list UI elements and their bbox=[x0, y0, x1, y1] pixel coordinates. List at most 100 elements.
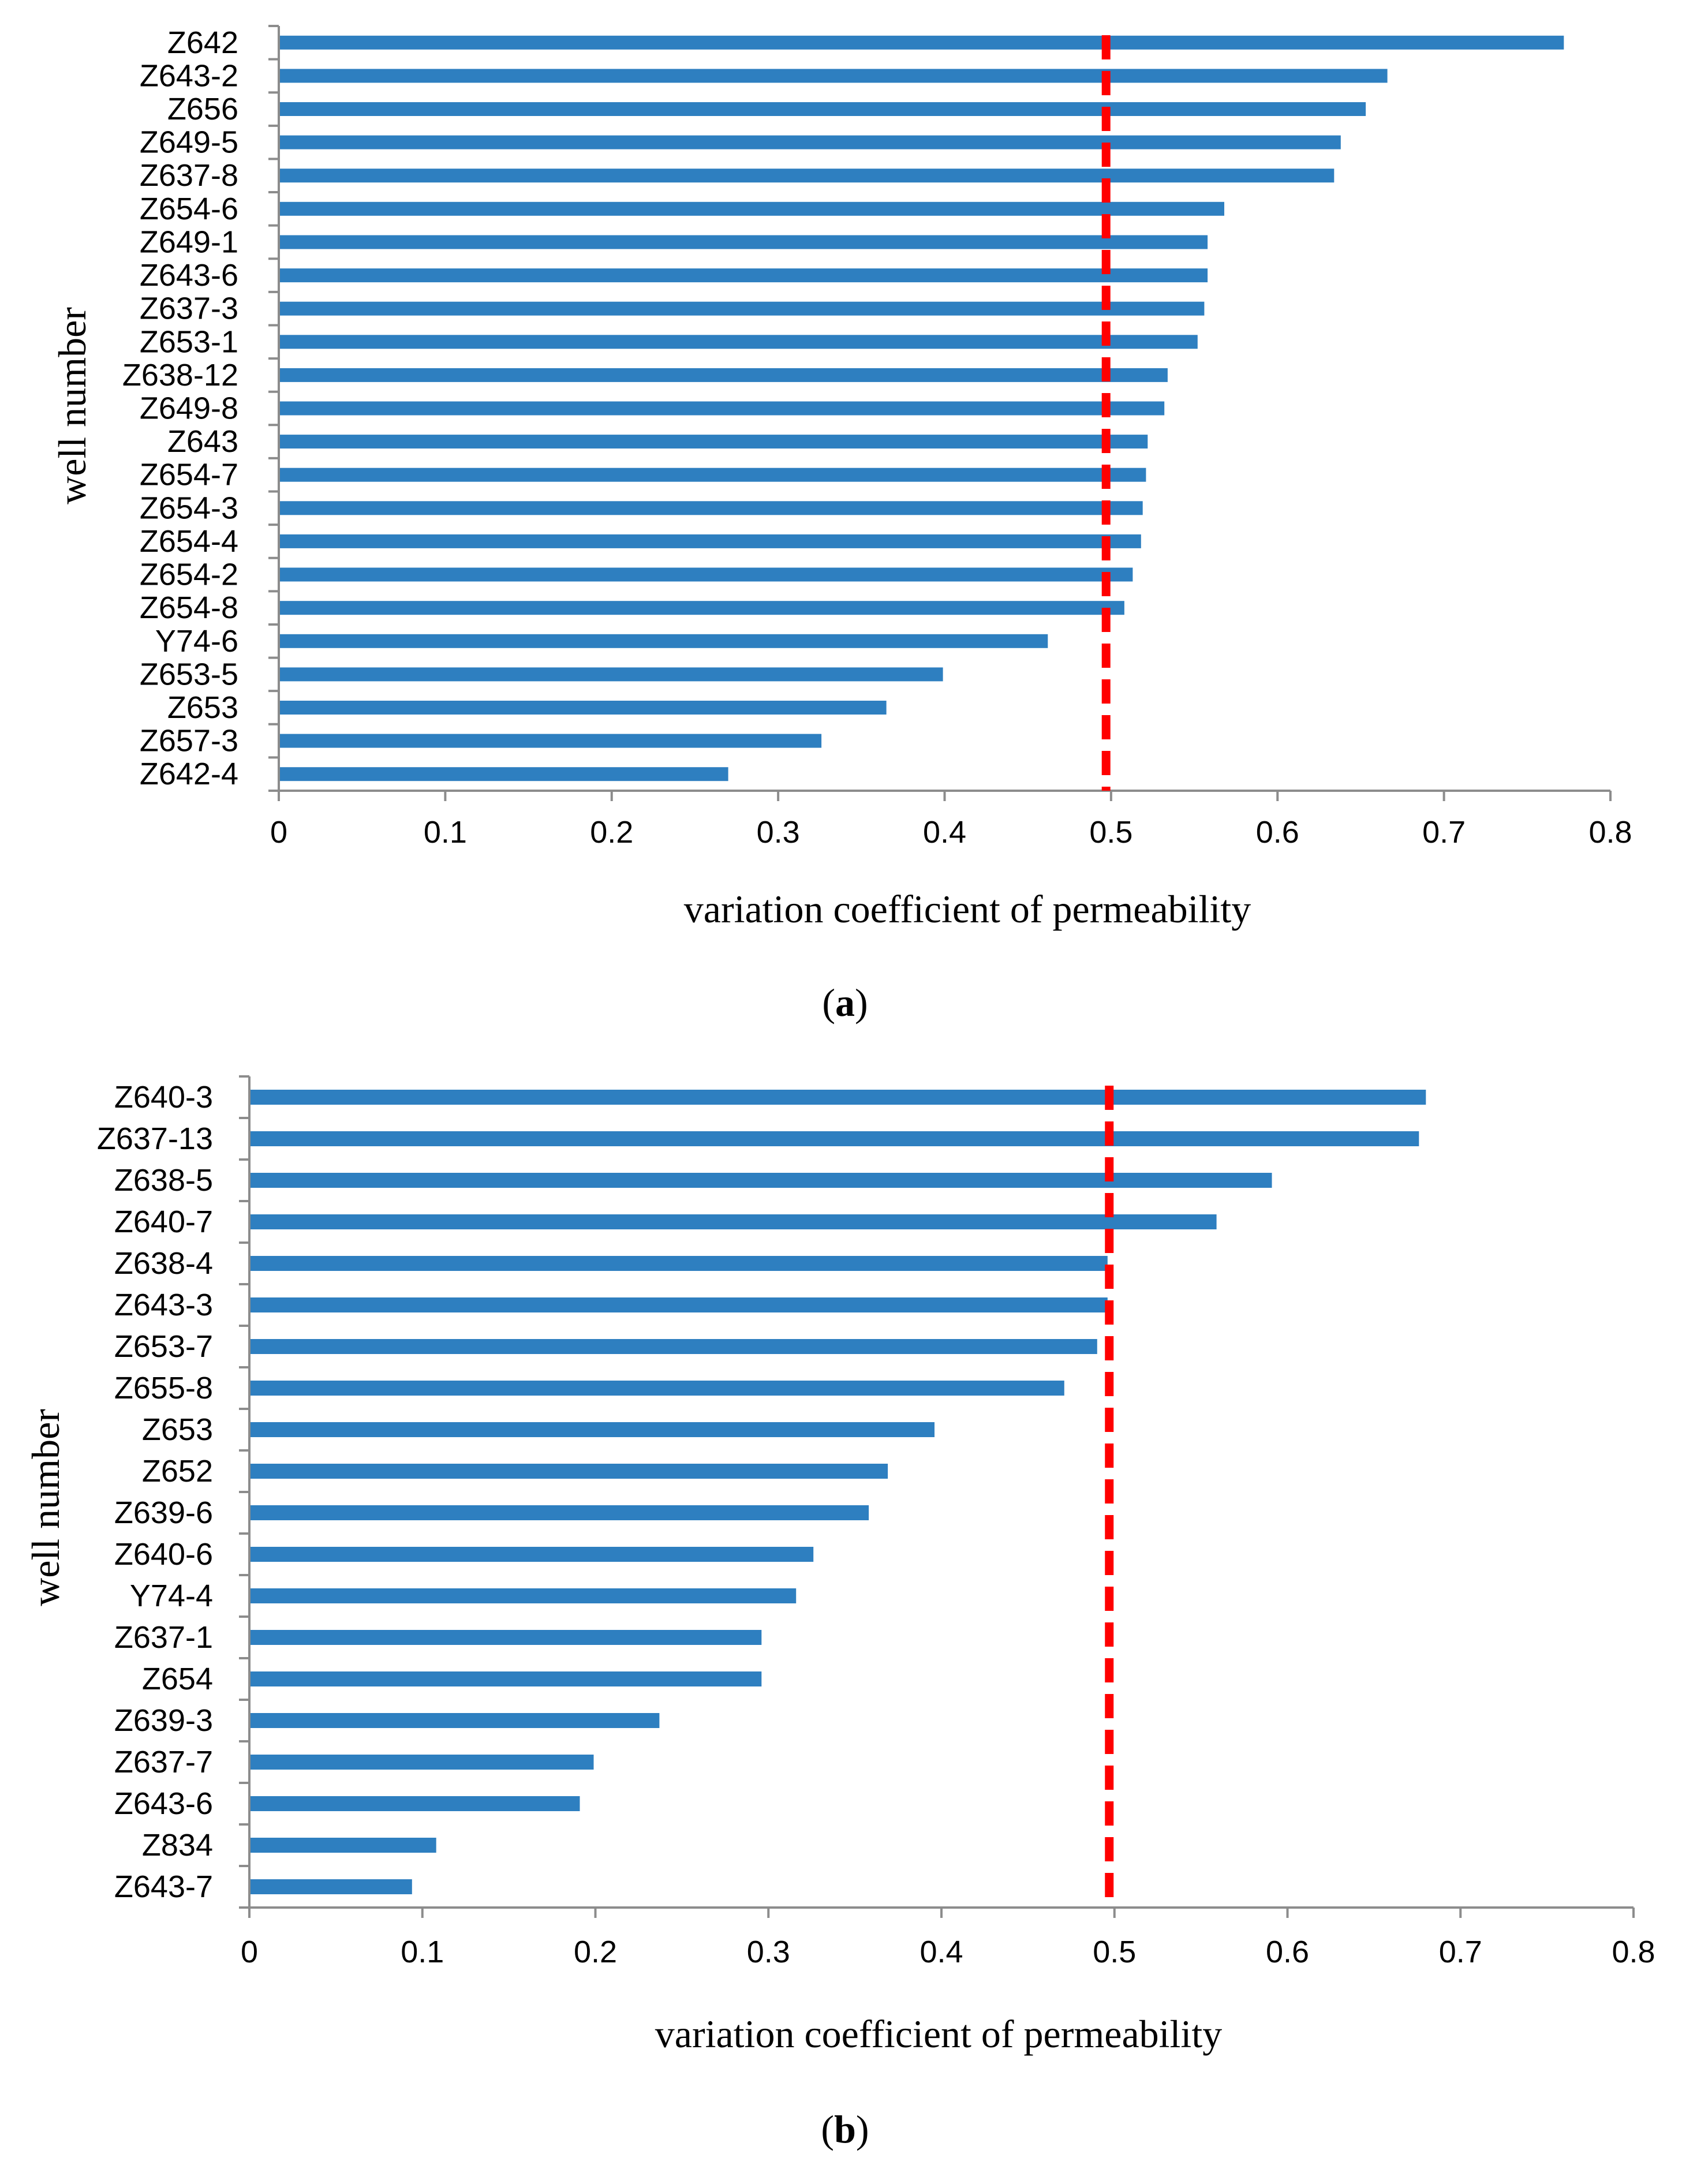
chart-a-category-label: Z643-6 bbox=[140, 258, 238, 293]
chart-b-bar bbox=[249, 1090, 1426, 1105]
chart-b-bar bbox=[249, 1214, 1217, 1229]
chart-b-bar bbox=[249, 1505, 869, 1520]
chart-b-category-label: Z637-1 bbox=[114, 1620, 213, 1655]
chart-a-y-axis-title: well number bbox=[50, 307, 94, 504]
chart-b-bar bbox=[249, 1713, 660, 1728]
chart-b-category-label: Z643-3 bbox=[114, 1288, 213, 1322]
chart-a-bar bbox=[279, 501, 1143, 515]
chart-a-bar bbox=[279, 35, 1564, 50]
chart-a-category-label: Z654-3 bbox=[140, 491, 238, 525]
chart-b-x-tick-label: 0.2 bbox=[574, 1935, 617, 1969]
chart-b-category-label: Z638-5 bbox=[114, 1163, 213, 1198]
chart-b-bar bbox=[249, 1339, 1097, 1354]
chart-b-category-label: Z640-3 bbox=[114, 1080, 213, 1115]
chart-b-x-tick-label: 0.4 bbox=[920, 1935, 963, 1969]
chart-b-x-tick-label: 0.7 bbox=[1439, 1935, 1482, 1969]
chart-b-category-label: Z637-13 bbox=[97, 1121, 213, 1156]
chart-a-x-tick-label: 0.1 bbox=[424, 815, 467, 850]
chart-a-category-label: Z642-4 bbox=[140, 757, 238, 791]
chart-b-bar bbox=[249, 1422, 935, 1437]
chart-a-category-label: Z654-7 bbox=[140, 458, 238, 492]
chart-a-category-label: Z649-8 bbox=[140, 391, 238, 426]
chart-a-x-tick-label: 0.5 bbox=[1089, 815, 1132, 850]
chart-a-bar bbox=[279, 169, 1335, 183]
chart-b-category-label: Z652 bbox=[142, 1454, 213, 1489]
chart-a-x-tick-label: 0 bbox=[270, 815, 287, 850]
chart-a-category-label: Z657-3 bbox=[140, 724, 238, 758]
chart-b-category-label: Z655-8 bbox=[114, 1371, 213, 1405]
chart-b-y-axis-title: well number bbox=[24, 1409, 68, 1606]
chart-a-category-label: Y74-6 bbox=[155, 624, 238, 659]
chart-b-bar bbox=[249, 1173, 1272, 1188]
chart-b-category-label: Z639-6 bbox=[114, 1495, 213, 1530]
chart-b-category-label: Z643-7 bbox=[114, 1869, 213, 1904]
chart-b-category-label: Z654 bbox=[142, 1662, 213, 1696]
chart-b-bar bbox=[249, 1838, 436, 1853]
chart-a-bar bbox=[279, 435, 1148, 449]
chart-b-x-tick-label: 0.3 bbox=[747, 1935, 790, 1969]
chart-a-bar bbox=[279, 69, 1388, 83]
chart-b-category-label: Y74-4 bbox=[130, 1579, 213, 1613]
chart-a-category-label: Z654-2 bbox=[140, 558, 238, 592]
chart-a-category-label: Z643-2 bbox=[140, 58, 238, 93]
chart-a-category-label: Z637-8 bbox=[140, 158, 238, 193]
chart-a-x-tick-label: 0.8 bbox=[1588, 815, 1632, 850]
chart-a-category-label: Z643 bbox=[167, 424, 238, 459]
chart-a-category-label: Z649-5 bbox=[140, 125, 238, 160]
chart-a-plot-area: Z642Z643-2Z656Z649-5Z637-8Z654-6Z649-1Z6… bbox=[122, 25, 1632, 850]
chart-a-bar bbox=[279, 767, 728, 781]
chart-a-x-axis-title: variation coefficient of permeability bbox=[684, 887, 1251, 931]
chart-a-bar bbox=[279, 468, 1146, 482]
chart-b-x-tick-label: 0.1 bbox=[401, 1935, 444, 1969]
chart-a-category-label: Z642 bbox=[167, 25, 238, 60]
chart-a-category-label: Z653-5 bbox=[140, 657, 238, 691]
chart-b-bar bbox=[249, 1588, 797, 1603]
chart-b-bar bbox=[249, 1630, 762, 1645]
chart-b-category-label: Z639-3 bbox=[114, 1703, 213, 1738]
chart-b-x-axis-title: variation coefficient of permeability bbox=[655, 2012, 1222, 2056]
chart-b-plot-area: Z640-3 Z637-13 Z638-5 Z640-7 Z638-4 Z643-3 Z65… bbox=[97, 1075, 1655, 1969]
chart-b-bar bbox=[249, 1256, 1108, 1271]
chart-b-x-tick-label: 0.6 bbox=[1266, 1935, 1309, 1969]
chart-a-bar bbox=[279, 634, 1048, 648]
chart-a-x-tick-label: 0.4 bbox=[923, 815, 966, 850]
chart-b-category-label: Z638-4 bbox=[114, 1246, 213, 1281]
chart-b-category-label: Z643-6 bbox=[114, 1786, 213, 1821]
chart-b-bar bbox=[249, 1381, 1064, 1396]
chart-b-category-label: Z653 bbox=[142, 1412, 213, 1447]
chart-b-bar bbox=[249, 1297, 1108, 1312]
chart-a-bar bbox=[279, 335, 1198, 349]
chart-a-bar bbox=[279, 701, 887, 715]
chart-a-bar bbox=[279, 534, 1141, 548]
chart-a-category-label: Z649-1 bbox=[140, 225, 238, 259]
chart-a-bar bbox=[279, 135, 1341, 149]
chart-b-category-label: Z637-7 bbox=[114, 1745, 213, 1779]
chart-b-bar bbox=[249, 1671, 762, 1686]
chart-a-category-label: Z637-3 bbox=[140, 291, 238, 326]
chart-a-category-label: Z656 bbox=[167, 92, 238, 126]
chart-a-category-label: Z654-6 bbox=[140, 192, 238, 226]
chart-b-bar bbox=[249, 1131, 1419, 1146]
chart-b-bar bbox=[249, 1464, 888, 1479]
chart-b-bar bbox=[249, 1796, 580, 1811]
chart-a-bar bbox=[279, 734, 822, 748]
chart-b-category-label: Z640-6 bbox=[114, 1537, 213, 1572]
chart-a-bar bbox=[279, 667, 943, 682]
caption-a: (a) bbox=[822, 981, 868, 1024]
panel-a: Z642Z643-2Z656Z649-5Z637-8Z654-6Z649-1Z6… bbox=[50, 25, 1632, 1024]
panel-b: Z640-3 Z637-13 Z638-5 Z640-7 Z638-4 Z643-3 Z65… bbox=[24, 1075, 1655, 2151]
chart-a-bar bbox=[279, 268, 1208, 283]
chart-a-bar bbox=[279, 601, 1124, 615]
chart-a-bar bbox=[279, 567, 1133, 582]
chart-a-category-label: Z653 bbox=[167, 690, 238, 725]
chart-b-category-label: Z653-7 bbox=[114, 1329, 213, 1364]
chart-a-category-label: Z638-12 bbox=[122, 358, 238, 392]
chart-a-bar bbox=[279, 235, 1208, 249]
caption-b: (b) bbox=[821, 2107, 869, 2151]
chart-b-bar bbox=[249, 1879, 412, 1894]
chart-a-bar bbox=[279, 201, 1224, 216]
chart-a-category-label: Z654-4 bbox=[140, 524, 238, 559]
chart-a-category-label: Z653-1 bbox=[140, 324, 238, 359]
chart-a-bar bbox=[279, 301, 1205, 316]
